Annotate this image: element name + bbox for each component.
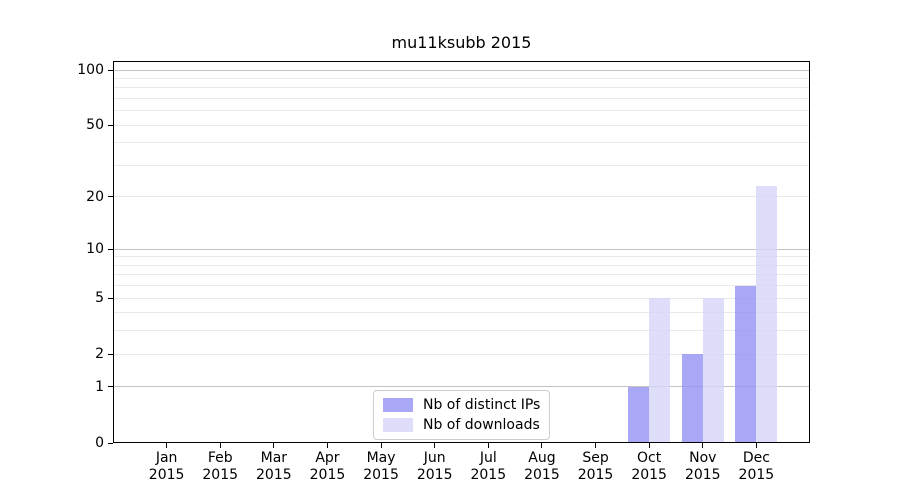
x-tick-mark bbox=[702, 443, 704, 448]
x-tick-mark bbox=[434, 443, 436, 448]
x-tick-year: 2015 bbox=[148, 467, 185, 483]
gridline-minor bbox=[113, 110, 810, 112]
x-tick-mark bbox=[595, 443, 597, 448]
y-tick-label: 2 bbox=[95, 346, 104, 363]
x-tick-mark bbox=[648, 443, 650, 448]
gridline-minor bbox=[113, 124, 810, 126]
y-tick-label: 1 bbox=[95, 378, 104, 395]
x-tick-year: 2015 bbox=[309, 467, 346, 483]
x-tick-month: May bbox=[366, 450, 396, 466]
x-tick-label: Feb 2015 bbox=[188, 450, 252, 484]
legend-swatch-distinct-ips bbox=[383, 398, 413, 412]
bar-distinct-ips-nov bbox=[681, 354, 703, 443]
x-tick-month: Dec bbox=[742, 450, 770, 466]
x-tick-month: Jan bbox=[155, 450, 178, 466]
x-tick-year: 2015 bbox=[256, 467, 292, 483]
x-tick-mark bbox=[755, 443, 757, 448]
x-tick-label: Mar 2015 bbox=[242, 450, 306, 484]
y-tick-label: 50 bbox=[86, 117, 104, 134]
x-tick-year: 2015 bbox=[202, 467, 239, 483]
x-tick-month: Sep bbox=[582, 450, 609, 466]
x-tick-month: Oct bbox=[637, 450, 662, 466]
gridline-major bbox=[113, 386, 810, 388]
x-tick-label: Dec 2015 bbox=[724, 450, 788, 484]
y-tick-mark bbox=[108, 353, 113, 355]
x-tick-label: Apr 2015 bbox=[295, 450, 359, 484]
legend-item-downloads: Nb of downloads bbox=[383, 417, 540, 433]
gridline-major bbox=[113, 69, 810, 71]
gridline-minor bbox=[113, 285, 810, 287]
y-tick-label: 100 bbox=[77, 62, 104, 78]
x-tick-year: 2015 bbox=[684, 467, 721, 483]
gridline-minor bbox=[113, 97, 810, 99]
y-tick-mark bbox=[108, 124, 113, 126]
x-tick-mark bbox=[541, 443, 543, 448]
gridline-major bbox=[113, 248, 810, 250]
gridline-minor bbox=[113, 312, 810, 314]
x-tick-label: Jan 2015 bbox=[135, 450, 199, 484]
y-tick-mark bbox=[108, 248, 113, 250]
x-tick-year: 2015 bbox=[524, 467, 560, 483]
gridline-minor bbox=[113, 196, 810, 198]
x-tick-month: Feb bbox=[207, 450, 233, 466]
x-tick-mark bbox=[219, 443, 221, 448]
chart-title: mu11ksubb 2015 bbox=[391, 33, 532, 52]
x-tick-label: Jun 2015 bbox=[403, 450, 467, 484]
bar-downloads-nov bbox=[702, 298, 724, 443]
bar-downloads-dec bbox=[756, 186, 778, 443]
gridline-minor bbox=[113, 256, 810, 258]
legend-label-downloads: Nb of downloads bbox=[423, 417, 540, 433]
x-tick-year: 2015 bbox=[470, 467, 507, 483]
gridline-minor bbox=[113, 264, 810, 266]
x-tick-label: Sep 2015 bbox=[564, 450, 628, 484]
x-tick-mark bbox=[166, 443, 168, 448]
x-tick-month: Nov bbox=[689, 450, 717, 466]
y-tick-label: 10 bbox=[86, 241, 104, 258]
x-tick-month: Aug bbox=[528, 450, 556, 466]
gridline-minor bbox=[113, 274, 810, 276]
gridline-minor bbox=[113, 142, 810, 144]
gridline-minor bbox=[113, 87, 810, 89]
x-tick-label: Oct 2015 bbox=[617, 450, 681, 484]
x-tick-year: 2015 bbox=[738, 467, 775, 483]
legend-label-distinct-ips: Nb of distinct IPs bbox=[423, 397, 541, 413]
gridline-minor bbox=[113, 297, 810, 299]
y-tick-mark bbox=[108, 196, 113, 198]
bar-distinct-ips-dec bbox=[735, 285, 757, 443]
y-tick-label: 20 bbox=[86, 188, 104, 205]
y-tick-mark bbox=[108, 297, 113, 299]
gridline-minor bbox=[113, 77, 810, 79]
x-tick-mark bbox=[380, 443, 382, 448]
gridline-minor bbox=[113, 330, 810, 332]
x-tick-month: Mar bbox=[260, 450, 288, 466]
x-tick-year: 2015 bbox=[577, 467, 614, 483]
x-tick-month: Jul bbox=[479, 450, 497, 466]
y-tick-mark bbox=[108, 442, 113, 444]
x-tick-label: Aug 2015 bbox=[510, 450, 574, 484]
legend: Nb of distinct IPs Nb of downloads bbox=[373, 390, 551, 440]
x-tick-month: Jun bbox=[423, 450, 446, 466]
gridline-minor bbox=[113, 164, 810, 166]
x-tick-label: Nov 2015 bbox=[671, 450, 735, 484]
legend-swatch-downloads bbox=[383, 418, 413, 432]
y-tick-mark bbox=[108, 386, 113, 388]
x-tick-month: Apr bbox=[315, 450, 340, 466]
plot-area bbox=[113, 61, 810, 443]
x-tick-year: 2015 bbox=[631, 467, 667, 483]
x-tick-year: 2015 bbox=[416, 467, 453, 483]
y-tick-mark bbox=[108, 69, 113, 71]
x-tick-mark bbox=[487, 443, 489, 448]
gridline-minor bbox=[113, 353, 810, 355]
legend-item-distinct-ips: Nb of distinct IPs bbox=[383, 397, 540, 413]
y-tick-label: 0 bbox=[95, 435, 104, 451]
y-tick-label: 5 bbox=[95, 290, 104, 307]
x-tick-label: Jul 2015 bbox=[456, 450, 520, 484]
bar-distinct-ips-oct bbox=[628, 386, 650, 443]
x-tick-mark bbox=[273, 443, 275, 448]
bar-downloads-oct bbox=[649, 298, 671, 443]
x-tick-label: May 2015 bbox=[349, 450, 413, 484]
x-tick-mark bbox=[326, 443, 328, 448]
x-tick-year: 2015 bbox=[363, 467, 399, 483]
